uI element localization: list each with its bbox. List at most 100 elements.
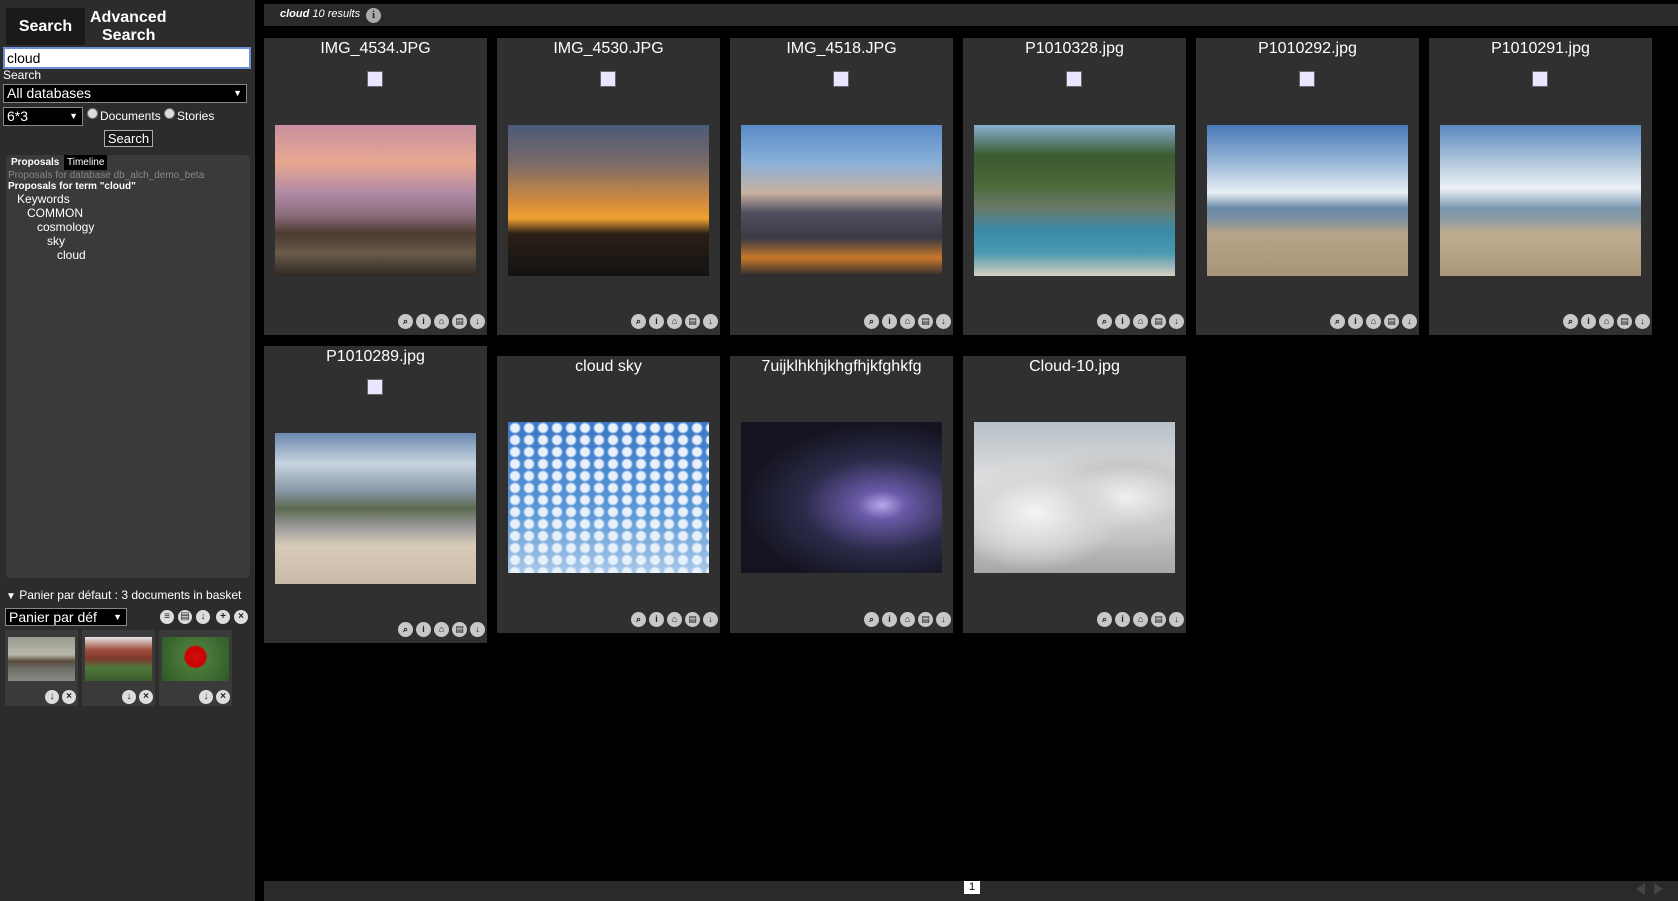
print-icon[interactable]: ▤ (1151, 612, 1166, 627)
card-title[interactable]: IMG_4518.JPG (786, 40, 897, 57)
basket-icon[interactable]: ⌂ (900, 612, 915, 627)
basket-thumbnail-rose[interactable] (162, 637, 229, 681)
print-icon[interactable]: ▤ (918, 314, 933, 329)
print-icon[interactable]: ▤ (178, 610, 192, 624)
zoom-icon[interactable]: ⌕ (1097, 612, 1112, 627)
download-icon[interactable]: ↓ (199, 690, 213, 704)
card-title[interactable]: P1010291.jpg (1491, 40, 1590, 57)
search-input[interactable] (3, 47, 251, 69)
tree-item-sky[interactable]: sky (47, 234, 65, 248)
zoom-icon[interactable]: ⌕ (1563, 314, 1578, 329)
download-icon[interactable]: ↓ (122, 690, 136, 704)
info-icon[interactable]: i (1115, 612, 1130, 627)
basket-item[interactable]: ↓ × (5, 630, 78, 706)
basket-icon[interactable]: ⌂ (434, 314, 449, 329)
print-icon[interactable]: ▤ (1617, 314, 1632, 329)
card-title[interactable]: cloud sky (575, 358, 642, 375)
print-icon[interactable]: ▤ (685, 612, 700, 627)
select-checkbox[interactable] (367, 379, 383, 395)
basket-icon[interactable]: ⌂ (667, 612, 682, 627)
card-title[interactable]: IMG_4534.JPG (320, 40, 431, 57)
thumbnail-coastal-cliff[interactable] (974, 125, 1175, 276)
basket-icon[interactable]: ⌂ (434, 622, 449, 637)
basket-title[interactable]: ▼ Panier par défaut : 3 documents in bas… (6, 588, 241, 602)
radio-documents[interactable] (87, 108, 98, 119)
zoom-icon[interactable]: ⌕ (1330, 314, 1345, 329)
close-icon[interactable]: × (139, 690, 153, 704)
thumbnail-cloud-sky[interactable] (508, 422, 709, 573)
info-icon[interactable]: i (1348, 314, 1363, 329)
basket-item[interactable]: ↓ × (82, 630, 155, 706)
tree-item-common[interactable]: COMMON (27, 206, 83, 220)
thumbnail-beach-sky[interactable] (1207, 125, 1408, 276)
select-checkbox[interactable] (367, 71, 383, 87)
thumbnail-orange-sunset[interactable] (508, 125, 709, 276)
download-icon[interactable]: ↓ (196, 610, 210, 624)
download-icon[interactable]: ↓ (470, 314, 485, 329)
zoom-icon[interactable]: ⌕ (398, 622, 413, 637)
radio-stories[interactable] (164, 108, 175, 119)
tab-search[interactable]: Search (6, 8, 85, 45)
list-icon[interactable]: ≡ (160, 610, 174, 624)
zoom-icon[interactable]: ⌕ (631, 612, 646, 627)
select-checkbox[interactable] (600, 71, 616, 87)
download-icon[interactable]: ↓ (1169, 612, 1184, 627)
download-icon[interactable]: ↓ (470, 622, 485, 637)
basket-icon[interactable]: ⌂ (900, 314, 915, 329)
basket-thumbnail-house[interactable] (85, 637, 152, 681)
print-icon[interactable]: ▤ (1384, 314, 1399, 329)
info-icon[interactable]: i (1115, 314, 1130, 329)
thumbnail-pink-sunset-city[interactable] (275, 125, 476, 276)
print-icon[interactable]: ▤ (685, 314, 700, 329)
basket-icon[interactable]: ⌂ (667, 314, 682, 329)
card-title[interactable]: IMG_4530.JPG (553, 40, 664, 57)
download-icon[interactable]: ↓ (936, 612, 951, 627)
add-icon[interactable]: + (216, 610, 230, 624)
select-checkbox[interactable] (1299, 71, 1315, 87)
zoom-icon[interactable]: ⌕ (1097, 314, 1112, 329)
download-icon[interactable]: ↓ (1402, 314, 1417, 329)
tree-item-cloud[interactable]: cloud (57, 248, 86, 262)
print-icon[interactable]: ▤ (452, 314, 467, 329)
basket-item[interactable]: ↓ × (159, 630, 232, 706)
select-checkbox[interactable] (833, 71, 849, 87)
zoom-icon[interactable]: ⌕ (398, 314, 413, 329)
info-icon[interactable]: i (366, 8, 381, 23)
tree-item-keywords[interactable]: Keywords (17, 192, 70, 206)
tab-advanced-search[interactable]: Advanced Search (86, 8, 175, 46)
close-icon[interactable]: × (216, 690, 230, 704)
basket-icon[interactable]: ⌂ (1133, 612, 1148, 627)
thumbnail-cloud-sea[interactable] (974, 422, 1175, 573)
select-checkbox[interactable] (1066, 71, 1082, 87)
tab-timeline[interactable]: Timeline (64, 155, 108, 170)
basket-icon[interactable]: ⌂ (1133, 314, 1148, 329)
basket-icon[interactable]: ⌂ (1366, 314, 1381, 329)
download-icon[interactable]: ↓ (936, 314, 951, 329)
info-icon[interactable]: i (649, 612, 664, 627)
zoom-icon[interactable]: ⌕ (631, 314, 646, 329)
prev-page-icon[interactable] (1636, 883, 1645, 895)
search-button[interactable]: Search (104, 130, 153, 147)
select-checkbox[interactable] (1532, 71, 1548, 87)
tab-proposals[interactable]: Proposals (11, 157, 60, 168)
download-icon[interactable]: ↓ (1635, 314, 1650, 329)
info-icon[interactable]: i (649, 314, 664, 329)
close-icon[interactable]: × (234, 610, 248, 624)
card-title[interactable]: Cloud-10.jpg (1029, 358, 1120, 375)
thumbnail-lightning-storm[interactable] (741, 422, 942, 573)
basket-thumbnail-pier[interactable] (8, 637, 75, 681)
thumbnail-dusk-buildings[interactable] (741, 125, 942, 276)
download-icon[interactable]: ↓ (45, 690, 59, 704)
card-title[interactable]: P1010292.jpg (1258, 40, 1357, 57)
next-page-icon[interactable] (1654, 883, 1663, 895)
zoom-icon[interactable]: ⌕ (864, 314, 879, 329)
download-icon[interactable]: ↓ (703, 314, 718, 329)
info-icon[interactable]: i (882, 612, 897, 627)
thumbnail-beach-clouds[interactable] (1440, 125, 1641, 276)
database-select[interactable]: All databases ▼ (3, 84, 247, 103)
thumbnail-beach-town[interactable] (275, 433, 476, 584)
card-title[interactable]: P1010328.jpg (1025, 40, 1124, 57)
close-icon[interactable]: × (62, 690, 76, 704)
info-icon[interactable]: i (416, 314, 431, 329)
page-number[interactable]: 1 (964, 881, 980, 894)
